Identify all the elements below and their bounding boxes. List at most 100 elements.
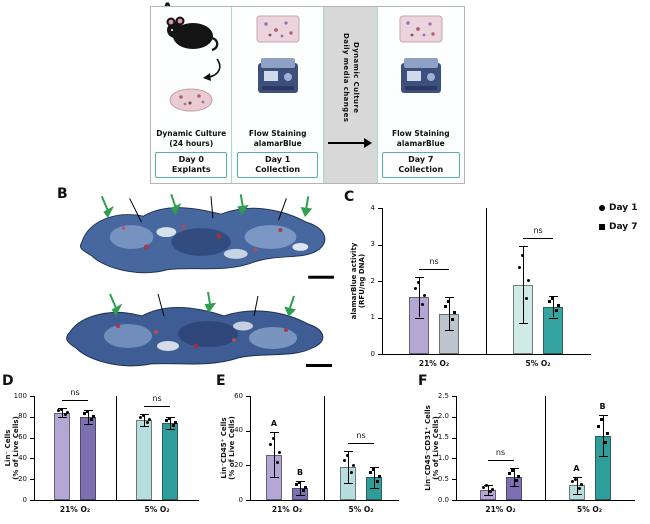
chart-dot	[145, 420, 149, 424]
curved-arrow-icon	[197, 57, 223, 87]
chart-ax	[116, 396, 117, 500]
chart-ax	[246, 500, 250, 501]
timeline-arrow-icon	[328, 133, 373, 152]
chart-nstext: ns	[70, 388, 80, 398]
chart-ax	[144, 405, 170, 407]
panel-d-label: D	[2, 373, 14, 389]
chart-ticklab: 4	[370, 203, 375, 212]
chart-ax	[34, 500, 199, 501]
chart-ax	[374, 467, 375, 488]
chart-dot	[606, 431, 609, 435]
chart-ax	[274, 432, 275, 478]
chart-ax	[487, 459, 514, 461]
chart-dot	[138, 415, 142, 419]
chart-ax	[144, 413, 145, 427]
chart-ax	[452, 500, 456, 501]
chart-nstext: ns	[533, 226, 543, 236]
chart-ax	[348, 451, 349, 483]
chart-dot	[508, 471, 511, 475]
chart-ax	[419, 277, 420, 318]
chart-dot	[368, 471, 372, 475]
chart-dot	[351, 464, 355, 467]
chart-ax	[58, 416, 67, 418]
scale-bar	[308, 275, 335, 279]
chart-ax	[572, 477, 582, 479]
chart-dot	[520, 254, 524, 258]
chart-dot	[422, 293, 426, 297]
chart-dot	[550, 296, 554, 300]
chart-dot	[173, 420, 177, 424]
chart-letter: B	[296, 467, 304, 477]
chart-ticklab: 20	[234, 460, 243, 469]
chart-dot	[59, 408, 63, 412]
chart-ax	[415, 317, 424, 319]
flow-cytometer-image	[255, 55, 301, 101]
chart-dot	[578, 486, 581, 490]
chart-ticklab: 60	[18, 433, 27, 442]
chart-ax	[84, 409, 93, 411]
chart-dot	[377, 474, 381, 478]
panel-a-media-change-text: Dynamic Culture Daily media changes	[342, 33, 361, 123]
chart-ticklab: 0	[238, 495, 243, 504]
chart-ax	[519, 322, 528, 324]
chart-dot	[443, 304, 447, 308]
chart-bar	[80, 416, 96, 500]
chart-ax	[549, 295, 558, 297]
chart-ticklab: 0.0	[437, 495, 449, 504]
chart-dot	[85, 409, 89, 413]
chart-ax	[449, 297, 450, 331]
chart-letter: A	[573, 464, 580, 474]
chart-glabel: 21% O₂	[271, 505, 303, 514]
panel-c-label: C	[344, 189, 355, 205]
chart-ax	[246, 430, 250, 432]
chart-dot	[82, 412, 86, 416]
chart-ax	[523, 238, 553, 240]
chart-nstext: ns	[152, 393, 162, 403]
chart-ax	[62, 400, 88, 402]
chart-ax	[250, 396, 251, 500]
chart-ax	[523, 246, 524, 323]
chart-nstext: ns	[356, 431, 366, 441]
chart-dot	[554, 308, 558, 312]
chart-dot	[167, 416, 171, 420]
chart-bar	[162, 423, 178, 500]
chart-ax	[30, 500, 34, 501]
chart-ax	[572, 493, 582, 495]
chart-lin-cd45-cells: 0 20 40 60 Lin⁻CD45⁺ Cells (% of Live Cells)…	[220, 382, 404, 520]
panel-a-col-day0: Dynamic Culture (24 hours) Day 0 Explant…	[151, 7, 233, 183]
chart-dot	[600, 418, 603, 422]
chart-dot	[345, 453, 349, 457]
chart-ax	[452, 396, 456, 397]
chart-dot	[482, 485, 485, 489]
chart-alamarblue-activity: 0 1 2 3 4 alamarBlue activity (RFU/ng DNA) 21%…	[350, 194, 596, 374]
day1-circle-marker-icon	[599, 205, 605, 211]
chart-legend: Day 1 Day 7	[599, 203, 638, 232]
chart-dot	[63, 412, 67, 416]
chart-ticklab: 40	[234, 426, 243, 435]
tissue-micrograph-image	[256, 15, 300, 47]
chart-ticklab: 1	[370, 313, 375, 321]
panel-e-label: E	[216, 373, 226, 389]
chart-ax	[62, 408, 63, 417]
chart-ax	[415, 277, 424, 279]
panel-a-caption-day0: Dynamic Culture (24 hours)	[156, 129, 227, 148]
chart-ax	[602, 414, 604, 457]
panel-a-caption-day1: Flow Staining alamarBlue	[248, 129, 307, 148]
chart-ax	[452, 416, 456, 418]
chart-ax	[84, 424, 93, 426]
chart-ax	[378, 354, 382, 355]
chart-ax	[487, 484, 489, 495]
panel-a-col-day1: Flow Staining alamarBlue Day 1 Collectio…	[232, 7, 324, 183]
chart-ax	[382, 208, 383, 354]
chart-ax	[598, 414, 608, 416]
histology-section-image-2	[58, 288, 340, 380]
chart-dot	[147, 417, 151, 421]
chart-dot	[275, 461, 279, 465]
chart-dot	[371, 468, 375, 472]
chart-ax	[576, 477, 578, 494]
chart-ax	[456, 396, 457, 500]
chart-ticklab: 3	[370, 240, 375, 248]
panel-f-label: F	[418, 373, 428, 389]
chart-letter: B	[599, 401, 606, 411]
chart-ax	[300, 480, 301, 495]
